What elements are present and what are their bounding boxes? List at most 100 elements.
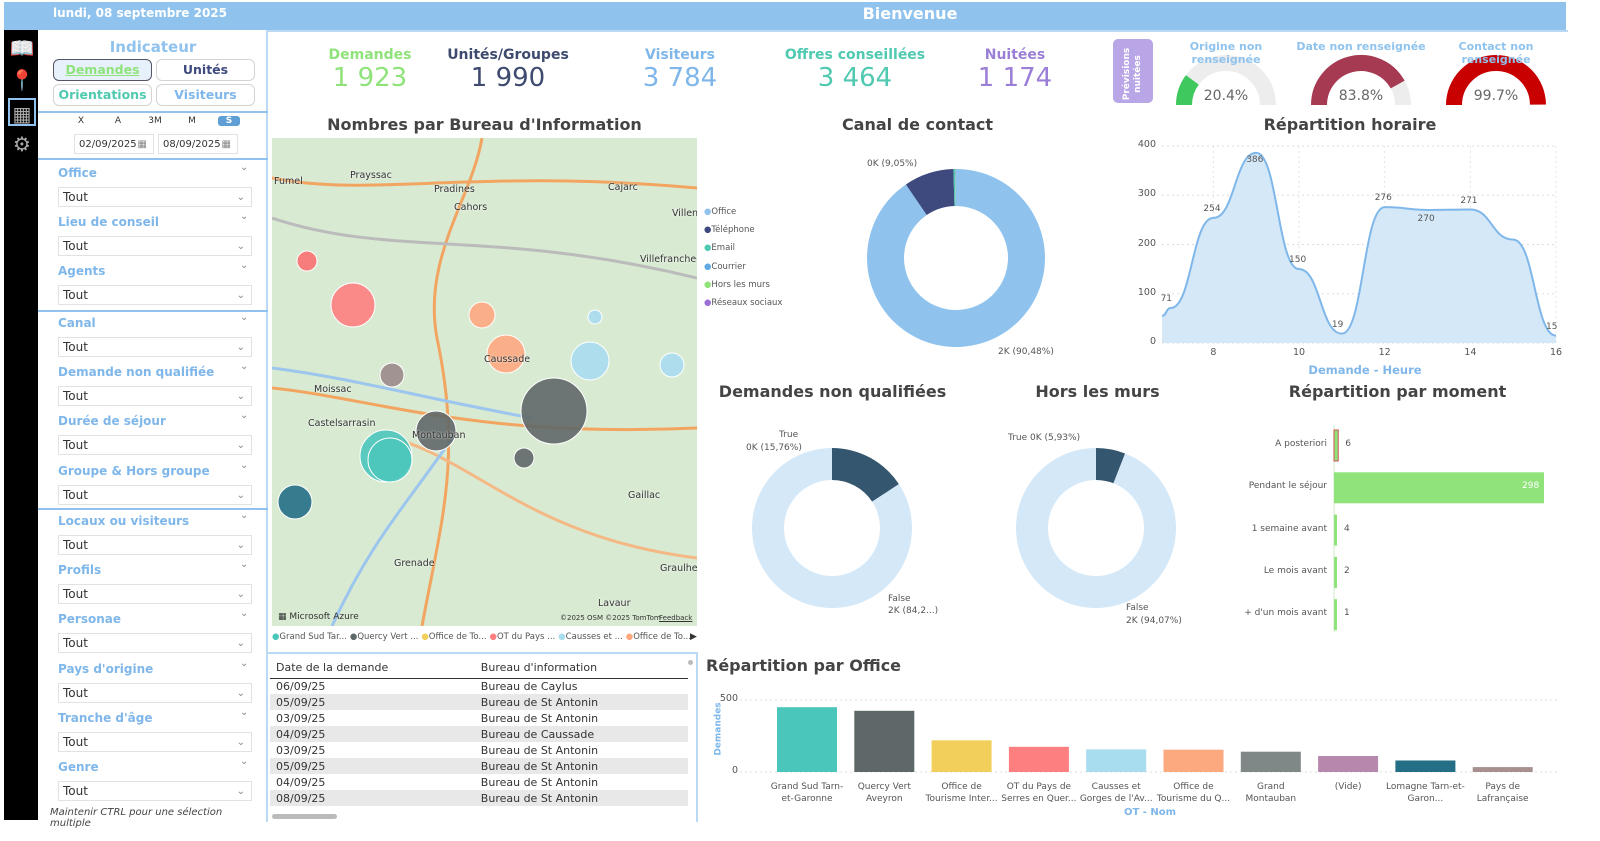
unqualified-slice[interactable] [832,448,899,502]
moment-bar[interactable] [1334,599,1337,631]
channel-slice[interactable] [867,169,1045,347]
indicator-visiteurs-button[interactable]: Visiteurs [156,84,255,106]
chevron-down-icon[interactable]: ⌄ [240,361,249,373]
office-bar[interactable] [854,710,915,772]
map-bubble[interactable] [367,437,413,483]
map-legend-item[interactable]: ●Office de To... [626,632,691,642]
period-option-a[interactable]: A [114,116,122,126]
calendar-icon[interactable]: ▦ [137,139,147,150]
chevron-down-icon[interactable]: ⌄ [240,657,249,669]
previsions-nuitees-button[interactable]: Prévisions nuitées [1113,39,1153,103]
map-bubble[interactable] [587,309,603,325]
map-legend-item[interactable]: ●OT du Pays ... [490,632,556,642]
moment-bar[interactable] [1334,472,1544,504]
chevron-down-icon[interactable]: ⌄ [240,410,249,422]
map-feedback-link[interactable]: Feedback [659,614,693,622]
chevron-down-icon[interactable]: ⌄ [240,211,249,223]
map-legend-item[interactable]: ●Grand Sud Tar... [272,632,347,642]
filter-dropdown[interactable]: Tout ⌄ [58,584,252,605]
period-option-m[interactable]: M [188,116,196,126]
calendar-icon[interactable]: ▦ [221,139,231,150]
date-from-input[interactable]: 02/09/2025 ▦ [74,134,154,154]
horizontal-scrollbar[interactable] [272,814,337,819]
map-bubble[interactable] [520,377,588,445]
map-bubble[interactable] [659,352,685,378]
map-bubble[interactable] [468,301,496,329]
channel-slice[interactable] [955,169,956,207]
map-bubble[interactable] [277,484,313,520]
channel-slice[interactable] [905,169,955,216]
table-row[interactable]: 06/09/25 Bureau de Caylus [270,678,688,694]
filter-dropdown[interactable]: Tout ⌄ [58,731,252,752]
office-bar[interactable] [1240,751,1301,772]
chevron-down-icon[interactable]: ⌄ [240,459,249,471]
period-option-x[interactable]: X [77,116,85,126]
table-row[interactable]: 04/09/25 Bureau de Caussade [270,726,688,742]
column-header[interactable]: Bureau d'information [480,661,598,675]
map-bubble[interactable] [296,250,318,272]
filter-dropdown[interactable]: Tout ⌄ [58,386,252,407]
channel-slice[interactable] [953,169,956,207]
office-bar[interactable] [777,707,837,772]
filter-dropdown[interactable]: Tout ⌄ [58,633,252,654]
filter-dropdown[interactable]: Tout ⌄ [58,187,252,207]
moment-bar[interactable] [1334,556,1337,588]
table-row[interactable]: 04/09/25 Bureau de St Antonin [270,774,688,790]
book-eye-icon[interactable]: 📖 [9,36,35,60]
channel-legend-item[interactable]: ●Email [704,243,735,253]
table-row[interactable]: 03/09/25 Bureau de St Antonin [270,742,688,758]
filter-dropdown[interactable]: Tout ⌄ [58,484,252,505]
channel-legend-item[interactable]: ●Téléphone [704,225,755,235]
channel-legend-item[interactable]: ●Réseaux sociaux [704,298,782,308]
office-bar[interactable] [1008,746,1069,772]
indicator-orientations-button[interactable]: Orientations [53,84,152,106]
filter-dropdown[interactable]: Tout ⌄ [58,781,252,801]
office-bar[interactable] [931,740,992,772]
indicator-unites-button[interactable]: Unités [156,59,255,81]
filter-dropdown[interactable]: Tout ⌄ [58,337,252,357]
chevron-down-icon[interactable]: ⌄ [240,162,249,173]
outside-slice[interactable] [1016,448,1177,608]
tourism-icon[interactable]: ⚙ [13,132,31,156]
vertical-scrollbar[interactable] [688,660,693,665]
office-bar[interactable] [1395,760,1456,772]
map-legend-item[interactable]: ●Office de To... [421,632,486,642]
channel-legend-item[interactable]: ●Hors les murs [704,280,770,290]
map-canvas[interactable] [272,138,697,626]
filter-dropdown[interactable]: Tout ⌄ [58,285,252,306]
chevron-down-icon[interactable]: ⌄ [240,510,249,521]
map-bubble[interactable] [415,410,457,452]
filter-dropdown[interactable]: Tout ⌄ [58,236,252,257]
outside-slice[interactable] [1096,448,1126,484]
period-option-s[interactable]: S [218,116,240,126]
chevron-down-icon[interactable]: ⌄ [240,559,249,571]
moment-bar[interactable] [1334,514,1337,546]
filter-dropdown[interactable]: Tout ⌄ [58,435,252,456]
date-to-input[interactable]: 08/09/2025 ▦ [158,134,238,154]
chevron-down-icon[interactable]: ⌄ [240,312,249,323]
moment-bar[interactable] [1333,429,1339,462]
filter-dropdown[interactable]: Tout ⌄ [58,535,252,555]
chevron-down-icon[interactable]: ⌄ [240,608,249,620]
map-pin-icon[interactable]: 📍 [9,68,35,92]
map-bubble[interactable] [570,341,610,381]
map-bubble[interactable] [486,334,526,374]
map-legend-item[interactable]: ●Causses et ... [558,632,623,642]
table-row[interactable]: 05/09/25 Bureau de St Antonin [270,758,688,774]
chevron-down-icon[interactable]: ⌄ [240,756,249,767]
legend-next-arrow[interactable]: ▶ [690,632,697,642]
table-row[interactable]: 05/09/25 Bureau de St Antonin [270,694,688,710]
office-bar[interactable] [1472,767,1533,772]
office-bar[interactable] [1318,756,1379,772]
chevron-down-icon[interactable]: ⌄ [240,260,249,272]
map-legend-item[interactable]: ●Quercy Vert ... [350,632,418,642]
table-row[interactable]: 03/09/25 Bureau de St Antonin [270,710,688,726]
filter-dropdown[interactable]: Tout ⌄ [58,682,252,703]
indicator-demandes-button[interactable]: Demandes [53,59,152,81]
map-visual[interactable]: ▦ Microsoft Azure ©2025 OSM ©2025 TomTom… [272,138,697,626]
channel-legend-item[interactable]: ●Office [704,207,736,217]
office-bar[interactable] [1086,749,1147,772]
table-row[interactable]: 08/09/25 Bureau de St Antonin [270,790,688,806]
unqualified-slice[interactable] [752,448,912,609]
map-bubble[interactable] [379,362,405,388]
